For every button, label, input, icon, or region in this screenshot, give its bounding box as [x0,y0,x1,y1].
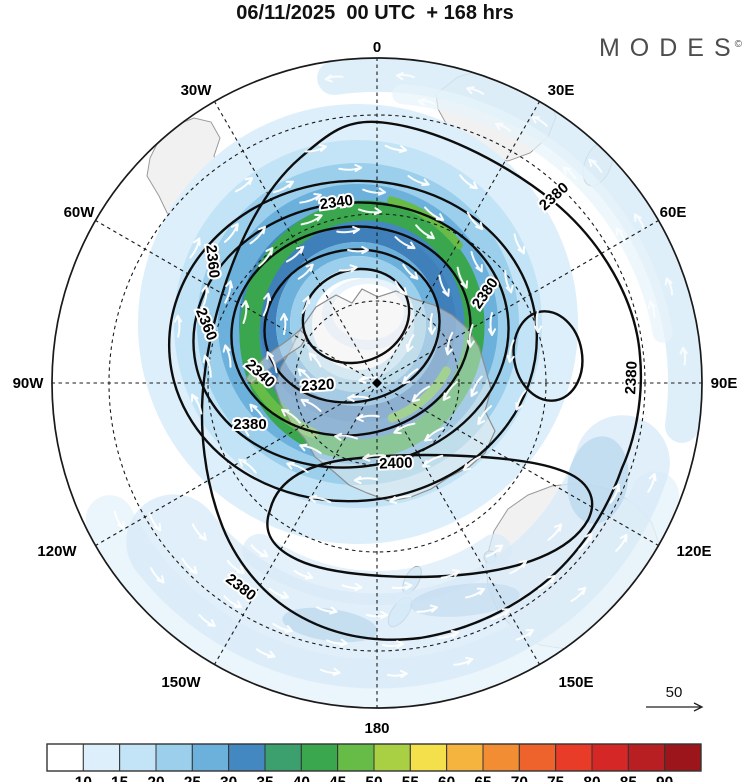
contour-label: 2380 [622,361,641,395]
colorbar-cell [191,743,230,772]
antarctic-peninsula [245,329,308,385]
wind-vectors [113,71,688,679]
wind-scale-arrow-icon [646,702,704,712]
longitude-label: 60E [660,204,687,221]
colorbar-tick-label: 50 [365,774,382,782]
longitude-label: 30W [181,82,213,99]
longitude-label: 0 [373,39,381,56]
colorbar-tick-label: 10 [75,774,92,782]
colorbar-tick-label: 70 [511,774,528,782]
longitude-label: 150W [161,674,201,691]
colorbar-cell [591,743,629,772]
colorbar-cell [446,743,484,772]
colorbar-tick-label: 75 [547,774,565,782]
colorbar-tick-label: 55 [402,774,420,782]
longitude-label: 90W [13,375,45,392]
longitude-labels: 0 30E 60E 90E 120E 150E 180 150W 120W 90W 60W 30W [13,39,738,737]
colorbar-cell [300,743,339,772]
colorbar-legend: 10 15 20 25 30 35 40 45 50 55 60 65 70 75 80 85 90 [46,743,702,782]
colorbar-cell [664,743,702,772]
colorbar-tick-label: 35 [256,774,274,782]
contour-label: 2380 [233,416,266,433]
colorbar-cell [155,743,193,772]
colorbar-tick-label: 80 [583,774,600,782]
colorbar-cell [555,743,593,772]
colorbar-cell [119,743,157,772]
colorbar-cell [518,743,557,772]
longitude-label: 120W [37,543,77,560]
colorbar-cell [627,743,666,772]
copyright-mark: © [734,38,742,50]
pole-marker-dot [372,378,382,388]
contour-label: 2320 [300,376,334,395]
colorbar-cell [228,743,266,772]
wind-scale-value: 50 [666,684,683,701]
map-boundary-circle [51,57,703,709]
colorbar-tick-label: 85 [620,774,638,782]
colorbar-cell [82,743,121,772]
graticule [52,58,702,708]
contour-label: 2360 [202,244,222,279]
colorbar-cell [482,743,520,772]
longitude-label: 180 [364,720,389,737]
colorbar-tick-label: 40 [293,774,310,782]
colorbar-tick-label: 25 [184,774,202,782]
longitude-label: 120E [676,543,711,560]
longitude-label: 150E [558,674,593,691]
wind-scale: 50 [646,684,704,712]
contour-label: 2400 [379,454,413,472]
colorbar-cell [264,743,302,772]
colorbar-cell [373,743,411,772]
modes-logo: MODES© [599,34,742,63]
colorbar-tick-label: 45 [329,774,347,782]
colorbar-tick-label: 15 [111,774,129,782]
modes-logo-text: MODES [598,34,741,62]
longitude-label: 30E [548,82,575,99]
colorbar-tick-label: 90 [656,774,673,782]
longitude-label: 90E [711,375,738,392]
colorbar-cell [409,743,448,772]
colorbar-tick-label: 20 [147,774,164,782]
colorbar-tick-label: 30 [220,774,237,782]
colorbar-tick-label: 65 [474,774,492,782]
longitude-label: 60W [64,204,96,221]
page-title: 06/11/2025 00 UTC + 168 hrs [236,2,514,24]
colorbar-cell [337,743,375,772]
colorbar-tick-label: 60 [438,774,455,782]
colorbar-cell [46,743,84,772]
